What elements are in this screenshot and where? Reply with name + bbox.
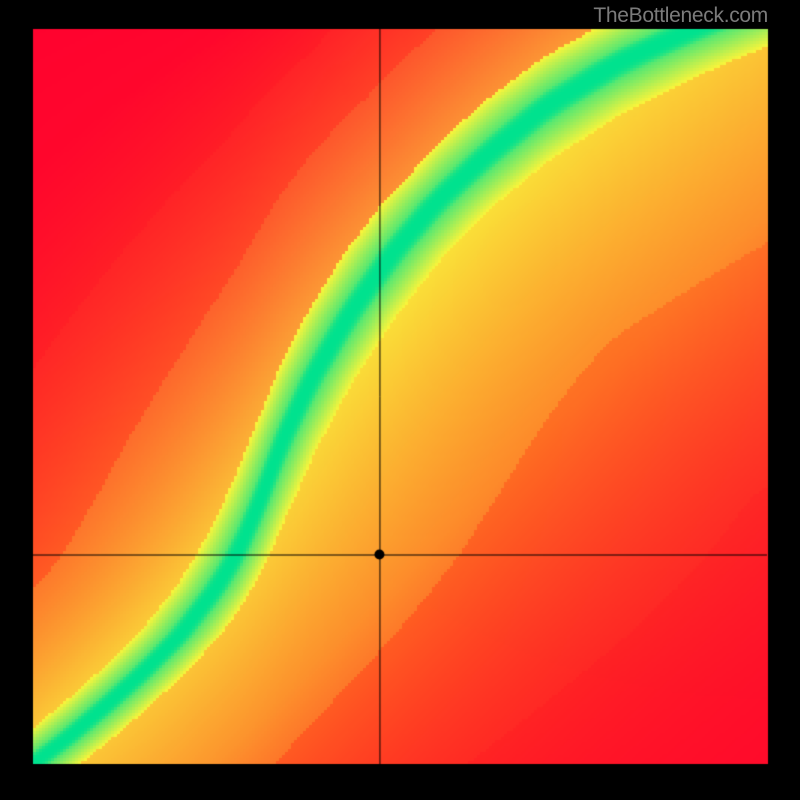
heatmap-canvas [0, 0, 800, 800]
watermark-text: TheBottleneck.com [593, 4, 768, 28]
chart-container: TheBottleneck.com [0, 0, 800, 800]
